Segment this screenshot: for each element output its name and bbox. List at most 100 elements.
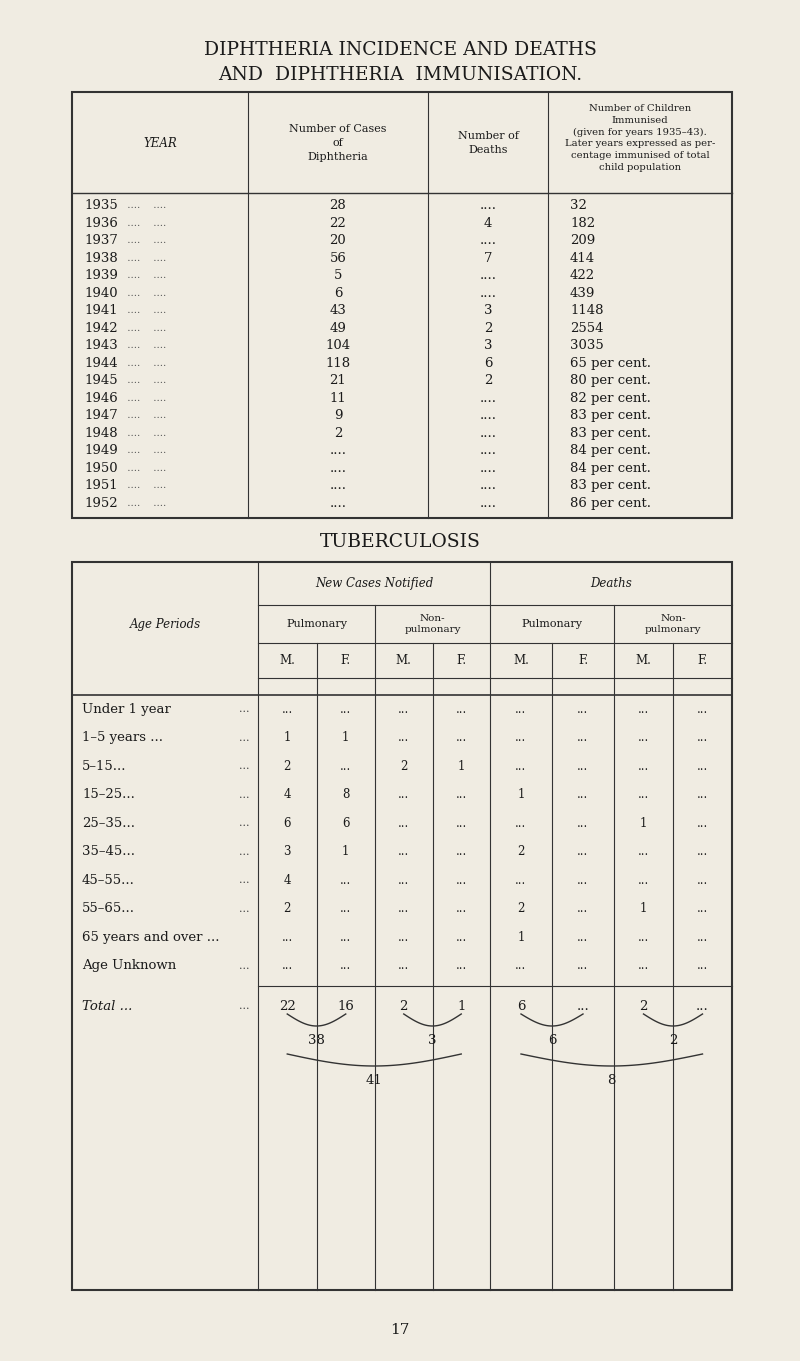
Text: 3: 3 (428, 1033, 437, 1047)
Text: 6: 6 (517, 999, 526, 1013)
Text: ...: ... (282, 960, 293, 972)
Text: F.: F. (578, 655, 588, 667)
Text: 83 per cent.: 83 per cent. (570, 427, 651, 440)
Text: 1–5 years ...: 1–5 years ... (82, 731, 163, 744)
Text: M.: M. (513, 655, 529, 667)
Text: ...: ... (398, 960, 410, 972)
Text: ....    ....: .... .... (124, 342, 166, 350)
Text: ....    ....: .... .... (124, 237, 166, 245)
Text: ...: ... (697, 960, 708, 972)
Text: 15–25...: 15–25... (82, 788, 135, 802)
Text: 1148: 1148 (570, 305, 603, 317)
Text: ...: ... (456, 931, 467, 943)
Text: ...: ... (697, 845, 708, 859)
Text: 1940: 1940 (84, 287, 118, 299)
Text: 2: 2 (399, 999, 408, 1013)
Text: ....    ....: .... .... (124, 306, 166, 316)
Text: 28: 28 (330, 199, 346, 212)
Text: 1: 1 (342, 845, 350, 859)
Text: ....    ....: .... .... (124, 498, 166, 508)
Text: ...: ... (638, 874, 649, 887)
Text: ...: ... (638, 788, 649, 802)
Text: ...: ... (398, 902, 410, 915)
Text: 20: 20 (330, 234, 346, 248)
Text: Age Periods: Age Periods (130, 618, 201, 630)
Text: ....    ....: .... .... (124, 464, 166, 472)
Text: ...: ... (638, 960, 649, 972)
Text: 1942: 1942 (84, 321, 118, 335)
Text: ....: .... (330, 444, 346, 457)
Text: 2: 2 (400, 759, 407, 773)
Text: ...: ... (239, 732, 250, 743)
Text: ...: ... (239, 789, 250, 800)
Text: Non-
pulmonary: Non- pulmonary (404, 614, 461, 634)
Text: Non-
pulmonary: Non- pulmonary (645, 614, 702, 634)
Text: 1946: 1946 (84, 392, 118, 404)
Text: ....    ....: .... .... (124, 376, 166, 385)
Text: Number of
Deaths: Number of Deaths (458, 131, 518, 155)
Text: 2: 2 (484, 374, 492, 388)
Text: ....: .... (479, 444, 497, 457)
Text: 21: 21 (330, 374, 346, 388)
Text: ...: ... (282, 931, 293, 943)
Text: ...: ... (282, 702, 293, 716)
Text: ....: .... (479, 392, 497, 404)
Text: ...: ... (239, 761, 250, 772)
Text: Number of Children
Immunised
(given for years 1935–43).
Later years expressed as: Number of Children Immunised (given for … (565, 105, 715, 171)
Text: 8: 8 (607, 1074, 616, 1086)
Text: ...: ... (398, 788, 410, 802)
Text: ...: ... (578, 845, 589, 859)
Text: YEAR: YEAR (143, 136, 177, 150)
Text: 1938: 1938 (84, 252, 118, 265)
Text: ...: ... (456, 874, 467, 887)
Text: ...: ... (340, 702, 351, 716)
Text: 17: 17 (390, 1323, 410, 1337)
Text: 3: 3 (484, 305, 492, 317)
Text: 1951: 1951 (84, 479, 118, 493)
Text: ....: .... (479, 410, 497, 422)
Text: ...: ... (638, 845, 649, 859)
Text: ...: ... (578, 960, 589, 972)
Text: 35–45...: 35–45... (82, 845, 135, 859)
Text: ....: .... (479, 269, 497, 282)
Text: ...: ... (340, 960, 351, 972)
Text: 2554: 2554 (570, 321, 603, 335)
Text: 1: 1 (458, 759, 465, 773)
Text: 414: 414 (570, 252, 595, 265)
Text: AND  DIPHTHERIA  IMMUNISATION.: AND DIPHTHERIA IMMUNISATION. (218, 65, 582, 84)
Text: M.: M. (396, 655, 412, 667)
Text: DIPHTHERIA INCIDENCE AND DEATHS: DIPHTHERIA INCIDENCE AND DEATHS (203, 41, 597, 59)
Text: 1944: 1944 (84, 357, 118, 370)
Text: ...: ... (515, 960, 526, 972)
Text: ...: ... (398, 817, 410, 830)
Text: 25–35...: 25–35... (82, 817, 135, 830)
Text: ...: ... (638, 759, 649, 773)
Text: ...: ... (456, 817, 467, 830)
Text: New Cases Notified: New Cases Notified (315, 577, 433, 591)
Text: 65 per cent.: 65 per cent. (570, 357, 651, 370)
Text: ...: ... (578, 817, 589, 830)
Text: 9: 9 (334, 410, 342, 422)
Text: ...: ... (697, 874, 708, 887)
Text: 2: 2 (518, 902, 525, 915)
Text: 55–65...: 55–65... (82, 902, 135, 915)
Text: 86 per cent.: 86 per cent. (570, 497, 651, 510)
Text: 118: 118 (326, 357, 350, 370)
Text: 83 per cent.: 83 per cent. (570, 479, 651, 493)
Text: ...: ... (578, 902, 589, 915)
Text: 1: 1 (640, 817, 647, 830)
Text: ....    ....: .... .... (124, 271, 166, 280)
Text: 11: 11 (330, 392, 346, 404)
Text: 45–55...: 45–55... (82, 874, 135, 887)
Text: ....: .... (479, 461, 497, 475)
Text: ...: ... (515, 731, 526, 744)
Text: 182: 182 (570, 216, 595, 230)
Text: ...: ... (239, 875, 250, 885)
Text: 1935: 1935 (84, 199, 118, 212)
Text: ...: ... (696, 999, 709, 1013)
Text: 1950: 1950 (84, 461, 118, 475)
Text: 22: 22 (330, 216, 346, 230)
Text: ...: ... (456, 702, 467, 716)
Bar (72, 562, 732, 1290)
Text: 1937: 1937 (84, 234, 118, 248)
